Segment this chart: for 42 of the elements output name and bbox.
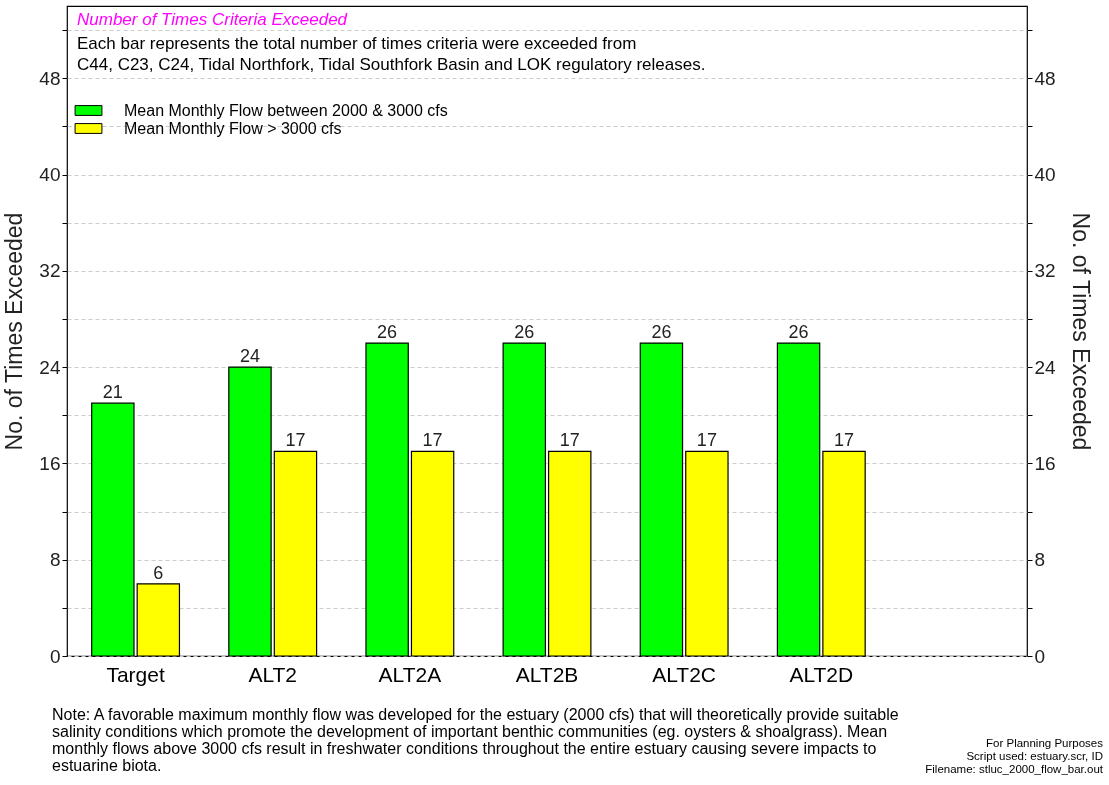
y2-tick-label: 24 xyxy=(1034,356,1057,378)
y-tick-label: 0 xyxy=(49,645,61,667)
y2-tick-label: 8 xyxy=(1034,549,1046,571)
y-tick-label: 16 xyxy=(39,452,61,474)
data-label: 21 xyxy=(102,382,123,403)
y2-tick-label: 32 xyxy=(1034,260,1056,282)
y-tick-label: 48 xyxy=(39,67,61,89)
legend-label: Mean Monthly Flow > 3000 cfs xyxy=(124,119,342,137)
x-tick-label: ALT2A xyxy=(378,662,442,686)
y-tick-label: 24 xyxy=(39,356,61,378)
x-tick-label: ALT2C xyxy=(652,662,717,686)
x-tick-label: ALT2 xyxy=(248,662,298,686)
y-tick-label: 40 xyxy=(39,164,61,186)
legend-label: Mean Monthly Flow between 2000 & 3000 cfs xyxy=(124,101,448,119)
data-label: 17 xyxy=(559,430,580,451)
data-label: 24 xyxy=(239,346,260,367)
data-label: 26 xyxy=(788,322,809,343)
text: Note: A favorable maximum monthly flow was developed for the estuary (2000 cfs) that will theoretically provide suitable salinity conditions which promote the development of important benthic communities (eg. oysters & shoalgrass). Mean monthly flows above 3000 cfs result in freshwater conditions throughout the entire estuary causing severe impacts to estuarine biota. xyxy=(52,706,900,774)
data-label: 17 xyxy=(834,430,855,451)
chart-title: Number of Times Criteria Exceeded xyxy=(77,10,348,29)
data-label: 6 xyxy=(153,562,164,583)
y2-tick-label: 40 xyxy=(1034,164,1056,186)
data-label: 17 xyxy=(422,430,443,451)
x-tick-label: ALT2D xyxy=(789,662,854,686)
y2-tick-label: 48 xyxy=(1034,67,1056,89)
data-label: 26 xyxy=(651,322,672,343)
y-tick-label: 8 xyxy=(49,549,61,571)
data-label: 17 xyxy=(285,430,306,451)
data-label: 26 xyxy=(514,322,535,343)
y2-axis-title: No. of Times Exceeded xyxy=(1067,212,1094,451)
y2-tick-label: 0 xyxy=(1034,645,1046,667)
text: For Planning Purposes xyxy=(985,737,1103,750)
data-label: 26 xyxy=(377,322,398,343)
text: Filename: stluc_2000_flow_bar.out xyxy=(925,763,1103,776)
text: Each bar represents the total number of times criteria were exceeded from C44, C23, C24, Tidal Northfork, Tidal Southfork Basin and LOK regulatory releases. xyxy=(77,34,706,74)
x-tick-label: ALT2B xyxy=(515,662,579,686)
text: Script used: estuary.scr, ID xyxy=(965,750,1103,763)
y-tick-label: 32 xyxy=(39,260,61,282)
x-tick-label: Target xyxy=(106,662,165,686)
y-axis-title: No. of Times Exceeded xyxy=(1,212,28,451)
data-label: 17 xyxy=(696,430,717,451)
y2-tick-label: 16 xyxy=(1034,452,1056,474)
